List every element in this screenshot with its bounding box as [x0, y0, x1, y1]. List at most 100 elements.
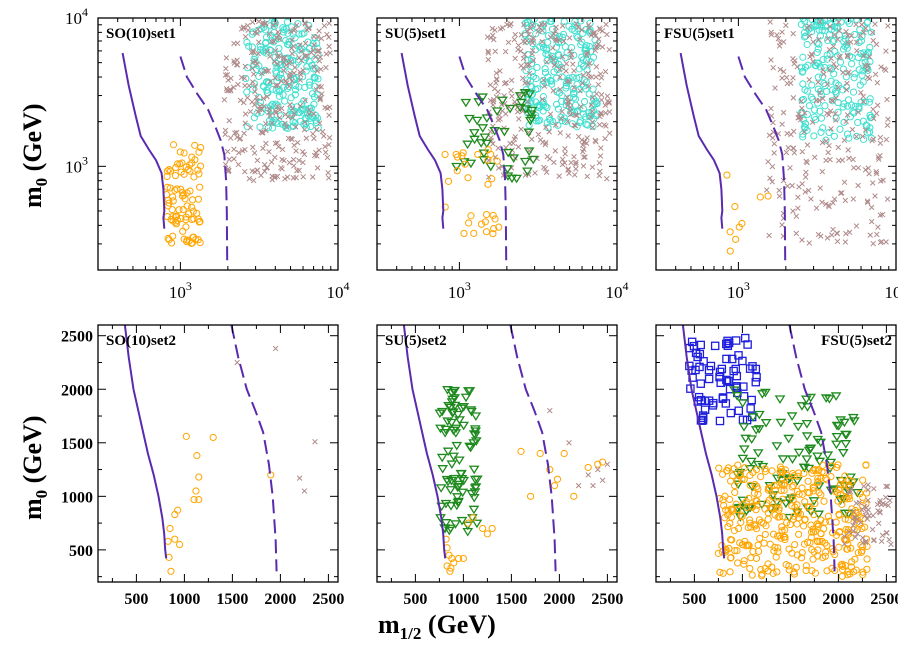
data-point: [809, 95, 817, 103]
data-point: [784, 130, 790, 137]
data-point: [761, 530, 769, 539]
data-point: [275, 44, 283, 52]
data-point: [525, 110, 537, 119]
data-point: [468, 505, 480, 515]
data-point: [557, 63, 565, 71]
data-point: [511, 136, 518, 142]
data-point: [851, 165, 857, 171]
data-point: [726, 408, 736, 418]
data-point: [799, 105, 805, 112]
data-point: [790, 570, 798, 578]
data-point: [529, 37, 535, 44]
data-point: [870, 115, 877, 122]
data-point: [481, 218, 489, 226]
data-point: [817, 18, 823, 25]
data-point: [599, 28, 606, 34]
data-point: [189, 207, 197, 215]
data-point: [772, 553, 780, 561]
data-point: [808, 51, 815, 57]
data-point: [267, 113, 274, 119]
data-point: [799, 237, 805, 243]
data-point: [818, 537, 826, 546]
data-point: [221, 97, 228, 103]
data-point: [809, 484, 818, 492]
data-point: [726, 247, 734, 255]
data-point: [164, 537, 172, 545]
data-point: [794, 507, 802, 515]
data-point: [533, 63, 541, 72]
data-point: [740, 560, 748, 568]
x-tick-label: 1000: [726, 591, 758, 608]
data-point: [260, 145, 266, 152]
data-point: [464, 387, 476, 396]
data-point: [297, 42, 303, 48]
data-point: [484, 180, 492, 188]
data-point: [840, 118, 848, 127]
data-point: [763, 499, 771, 507]
data-point: [502, 165, 513, 174]
data-point: [313, 126, 320, 133]
data-point: [541, 65, 549, 73]
data-point: [553, 24, 559, 30]
data-point: [824, 395, 835, 404]
data-point: [510, 140, 516, 147]
data-point: [290, 43, 297, 49]
data-point: [603, 21, 609, 28]
data-point: [581, 154, 587, 160]
data-point: [477, 124, 489, 133]
data-point: [542, 141, 549, 148]
data-point: [834, 230, 841, 237]
data-point: [750, 489, 759, 497]
data-point: [577, 88, 583, 94]
data-point: [845, 511, 853, 519]
data-point: [445, 403, 457, 413]
data-point: [796, 114, 802, 121]
data-point: [484, 34, 491, 40]
data-point: [813, 21, 822, 29]
data-point: [515, 98, 527, 108]
data-point: [493, 80, 499, 86]
data-point: [278, 105, 285, 112]
data-point: [266, 46, 274, 55]
data-point: [302, 40, 309, 47]
data-point: [570, 94, 578, 102]
panel-title: FSU(5)set2: [821, 333, 892, 349]
data-point: [304, 53, 310, 59]
data-point: [842, 239, 849, 245]
data-point: [595, 41, 601, 48]
data-point: [817, 185, 824, 191]
x-tick-label: 1500: [774, 591, 806, 608]
data-point: [790, 145, 797, 151]
data-point: [491, 36, 497, 43]
panel-p1: 103 104 103 104 SO(10)set1: [65, 5, 350, 302]
data-point: [497, 96, 508, 106]
data-point: [254, 167, 260, 174]
data-point: [324, 105, 331, 112]
panel-title: SO(10)set1: [106, 26, 176, 42]
data-point: [283, 124, 290, 130]
data-point: [720, 501, 728, 510]
data-point: [287, 94, 295, 102]
data-point: [301, 126, 308, 133]
data-point: [485, 50, 492, 56]
data-point: [252, 83, 258, 90]
data-point: [303, 135, 310, 141]
data-point: [597, 71, 604, 77]
data-point: [815, 79, 821, 85]
data-point: [517, 48, 524, 54]
data-point: [225, 88, 232, 94]
data-point: [308, 49, 315, 56]
data-point: [460, 393, 472, 403]
data-point: [316, 83, 322, 90]
data-point: [495, 117, 502, 123]
data-point: [584, 463, 592, 472]
data-point: [562, 151, 568, 157]
data-point: [865, 98, 873, 106]
data-point: [455, 469, 467, 479]
data-point: [245, 22, 251, 29]
data-point: [567, 48, 573, 54]
bound-line-solid: [121, 52, 166, 229]
data-point: [801, 498, 809, 506]
data-point: [250, 59, 256, 66]
data-point: [732, 480, 744, 490]
